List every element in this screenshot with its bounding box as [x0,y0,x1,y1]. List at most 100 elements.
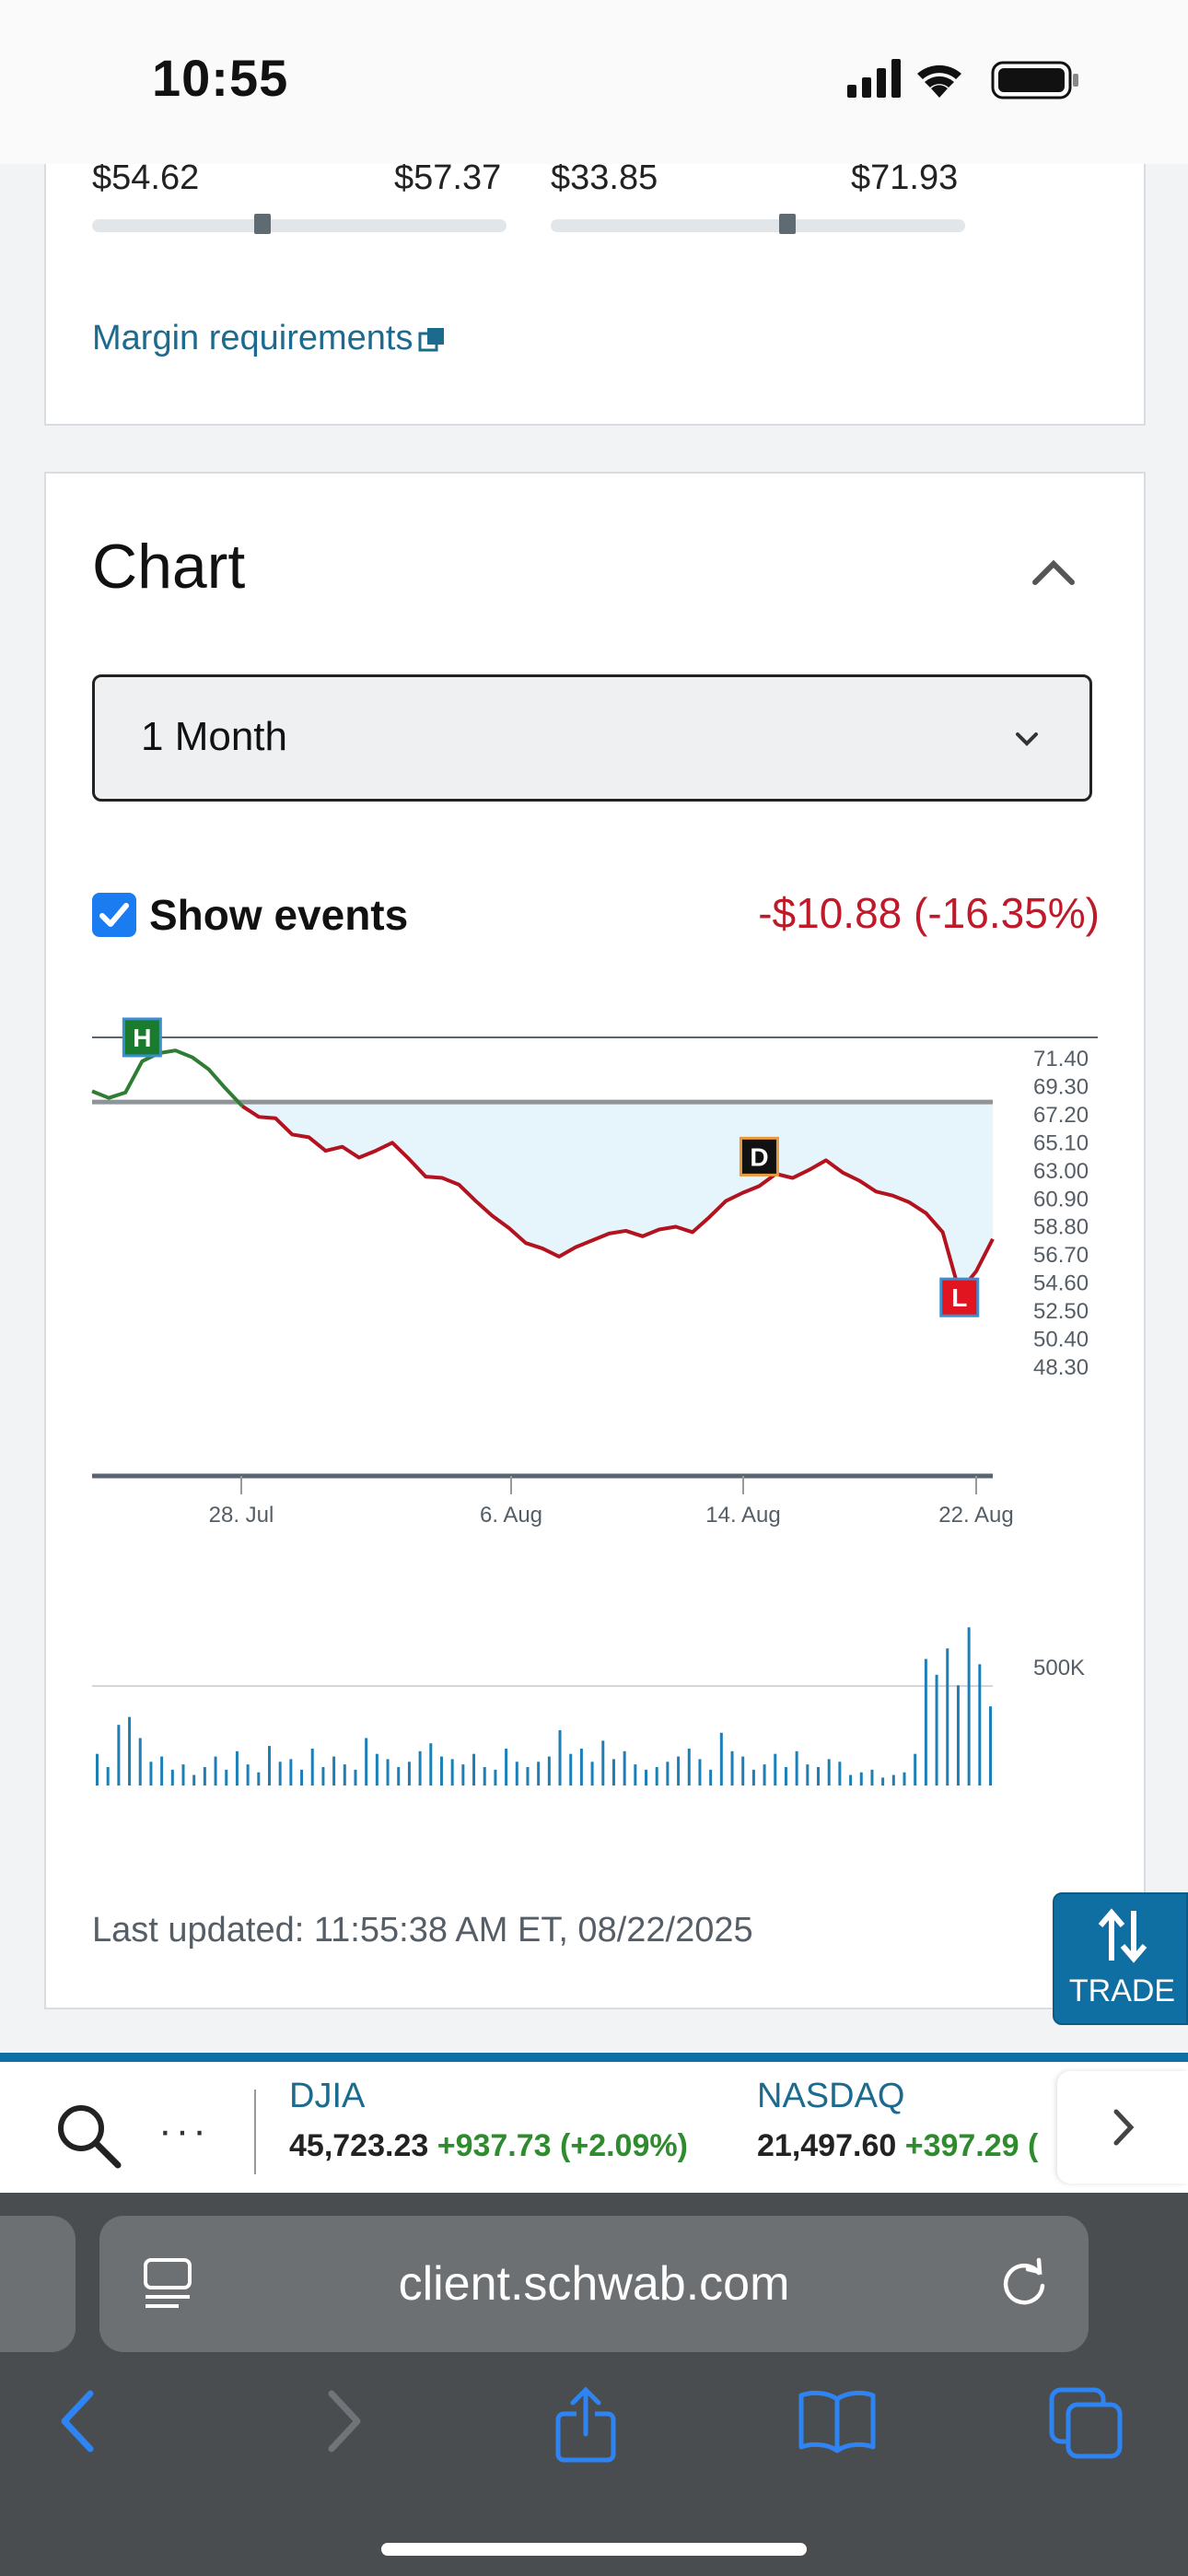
collapse-chevron-icon[interactable] [1028,547,1079,599]
range2-track [551,214,965,234]
volume-bar [741,1756,745,1786]
volume-bar [246,1764,250,1786]
volume-bar [817,1766,821,1786]
status-bar: 10:55 [0,0,1188,164]
volume-bar [946,1648,949,1786]
index-name-djia[interactable]: DJIA [289,2077,366,2115]
tabs-icon[interactable] [1048,2386,1125,2460]
volume-bar [956,1685,960,1786]
volume-bar [655,1766,658,1786]
volume-bar [278,1762,282,1786]
show-events-label: Show events [149,891,409,939]
volume-bar [547,1756,551,1786]
volume-bar [601,1740,605,1786]
event-marker-low [939,1277,980,1317]
previous-tab[interactable] [0,2216,76,2352]
ticker-next-button[interactable] [1057,2071,1188,2184]
volume-bar [967,1627,971,1786]
volume-bar [321,1766,325,1786]
browser-chrome: client.schwab.com [0,2193,1188,2576]
volume-bar [526,1766,530,1786]
wifi-icon [917,64,961,98]
volume-bar [719,1732,723,1786]
volume-bar [310,1748,314,1786]
price-line-below [240,1104,995,1294]
swap-arrows-icon [1098,1908,1147,1963]
volume-bar [870,1769,874,1786]
trade-button[interactable]: TRADE [1053,1892,1188,2025]
volume-bar [935,1674,938,1786]
volume-bar [903,1772,906,1786]
volume-bar [891,1774,895,1786]
volume-bar [450,1759,454,1786]
reader-icon[interactable] [142,2256,193,2312]
index-value: 21,497.60 [757,2128,897,2163]
share-icon[interactable] [553,2386,619,2464]
reload-icon[interactable] [996,2256,1052,2312]
volume-bar [698,1759,702,1786]
volume-bar [332,1756,336,1786]
range2-high: $71.93 [851,158,959,197]
index-quote-nasdaq: 21,497.60 +397.29 ( [757,2128,1038,2164]
volume-tick-label: 500K [1033,1656,1085,1680]
volume-bar [235,1751,239,1786]
volume-bar [645,1769,648,1786]
volume-bar [149,1762,153,1786]
range1-high: $57.37 [394,158,502,197]
y-tick-label: 50.40 [1033,1328,1089,1352]
volume-bar [461,1764,465,1786]
search-icon[interactable] [53,2101,123,2171]
volume-bar [709,1769,713,1786]
volume-bar [365,1738,368,1786]
volume-bar [795,1751,798,1786]
url-bar[interactable]: client.schwab.com [99,2216,1089,2352]
volume-bar [289,1759,293,1786]
volume-bar [859,1772,863,1786]
last-updated: Last updated: 11:55:38 AM ET, 08/22/2025 [92,1911,753,1950]
volume-bar [579,1748,583,1786]
volume-bar [225,1769,228,1786]
below-baseline-area [92,1102,993,1293]
back-arrow-icon[interactable] [53,2386,109,2456]
period-select[interactable]: 1 Month [92,674,1092,802]
volume-bar [117,1725,121,1786]
bookmarks-icon[interactable] [796,2386,879,2456]
status-icons [847,57,1087,108]
forward-arrow-icon[interactable] [313,2386,368,2456]
show-events-checkbox[interactable] [92,893,136,937]
index-value: 45,723.23 [289,2128,429,2163]
y-tick-label: 58.80 [1033,1215,1089,1240]
volume-bar [354,1769,357,1786]
volume-bar [881,1777,885,1786]
volume-bar [214,1756,217,1786]
volume-bar [611,1759,615,1786]
y-tick-label: 63.00 [1033,1159,1089,1184]
range1-low: $54.62 [92,158,200,197]
volume-bar [751,1769,755,1786]
volume-bar [978,1664,982,1786]
more-icon[interactable]: ··· [158,2108,210,2153]
index-quote-djia: 45,723.23 +937.73 (+2.09%) [289,2128,688,2164]
volume-bar [407,1762,411,1786]
volume-bar [128,1716,132,1786]
ticker-bar: ··· DJIA 45,723.23 +937.73 (+2.09%) NASD… [0,2053,1188,2193]
volume-bar [257,1772,261,1786]
volume-bar [192,1774,196,1786]
y-tick-label: 71.40 [1033,1047,1089,1071]
external-link-icon [418,327,445,352]
y-tick-label: 67.20 [1033,1103,1089,1128]
chevron-down-icon [1016,732,1038,746]
price-line-above [91,1048,244,1107]
volume-bar [677,1756,681,1786]
volume-bar [267,1746,271,1786]
margin-requirements-link[interactable]: Margin requirements [92,319,446,358]
volume-bar [439,1756,443,1786]
status-time: 10:55 [152,49,289,107]
index-change: +397.29 ( [904,2128,1039,2163]
checkmark-icon [99,903,129,927]
volume-bar [181,1764,185,1786]
index-name-nasdaq[interactable]: NASDAQ [757,2077,905,2115]
x-tick-label: 28. Jul [209,1503,274,1528]
volume-bar [300,1769,304,1786]
